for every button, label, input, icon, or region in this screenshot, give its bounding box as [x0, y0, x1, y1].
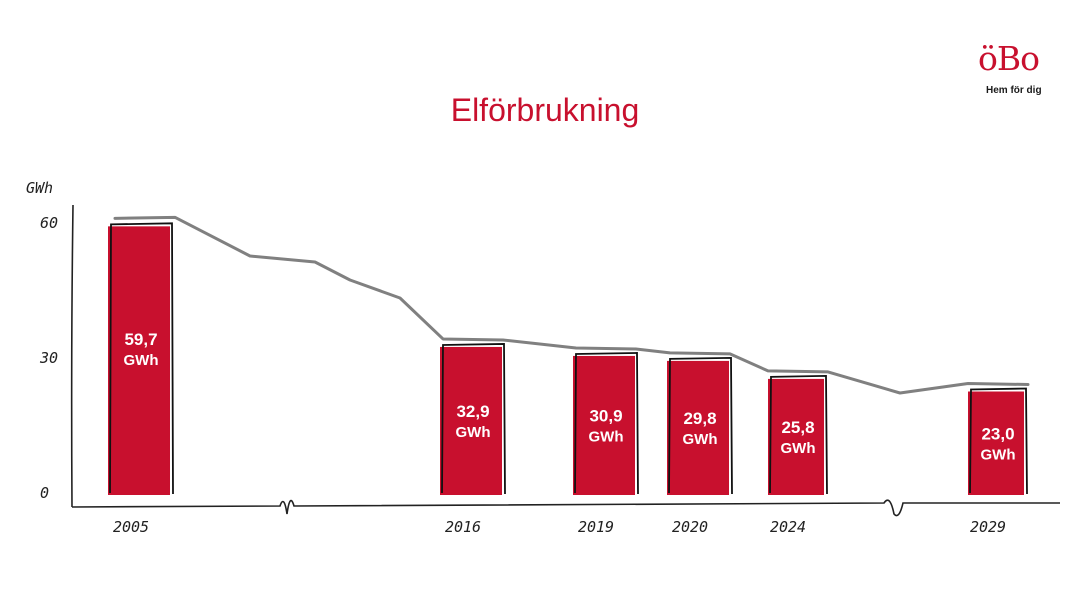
- x-axis-line: [71, 499, 1060, 517]
- y-tick-label: 30: [39, 349, 58, 367]
- y-axis-label: GWh: [26, 179, 53, 197]
- bar-outline: [574, 352, 639, 495]
- bar-outline: [109, 222, 174, 495]
- x-tick-label: 2029: [970, 518, 1006, 536]
- bar-data-label: 29,8: [683, 409, 716, 428]
- bar: [667, 360, 729, 495]
- bar-outline: [441, 343, 506, 495]
- bar: [440, 346, 502, 495]
- x-tick-label: 2024: [770, 518, 806, 536]
- logo-tagline: Hem för dig: [986, 85, 1042, 96]
- bar-outline: [969, 387, 1028, 495]
- bar: [968, 391, 1024, 495]
- bar-outline: [769, 374, 828, 495]
- chart-title: Elförbrukning: [450, 92, 640, 128]
- x-tick-label: 2016: [445, 518, 481, 536]
- bar: [573, 355, 635, 495]
- bar-data-label: GWh: [981, 446, 1016, 463]
- y-axis-line: [70, 204, 74, 508]
- bar-data-label: 25,8: [781, 418, 814, 437]
- bar-outline: [668, 356, 733, 495]
- bar-data-label: 23,0: [981, 424, 1014, 443]
- x-tick-label: 2020: [672, 518, 708, 536]
- bar: [108, 226, 170, 495]
- obo-logo: öBo Hem för dig: [974, 40, 1056, 100]
- x-tick-label: 2019: [578, 518, 614, 536]
- x-tick-label: 2005: [113, 518, 149, 536]
- bar-data-label: 59,7: [124, 330, 157, 349]
- bar: [768, 378, 824, 495]
- bar-data-label: GWh: [124, 352, 159, 369]
- bar-data-label: GWh: [683, 431, 718, 448]
- y-tick-label: 0: [40, 484, 49, 502]
- bar-data-label: GWh: [456, 424, 491, 441]
- bar-data-label: 30,9: [589, 406, 622, 425]
- trend-line: [113, 215, 1030, 395]
- bar-data-label: GWh: [781, 440, 816, 457]
- bar-data-label: 32,9: [456, 402, 489, 421]
- logo-mark: öBo: [978, 39, 1040, 78]
- y-tick-label: 60: [40, 214, 58, 232]
- bar-data-label: GWh: [589, 428, 624, 445]
